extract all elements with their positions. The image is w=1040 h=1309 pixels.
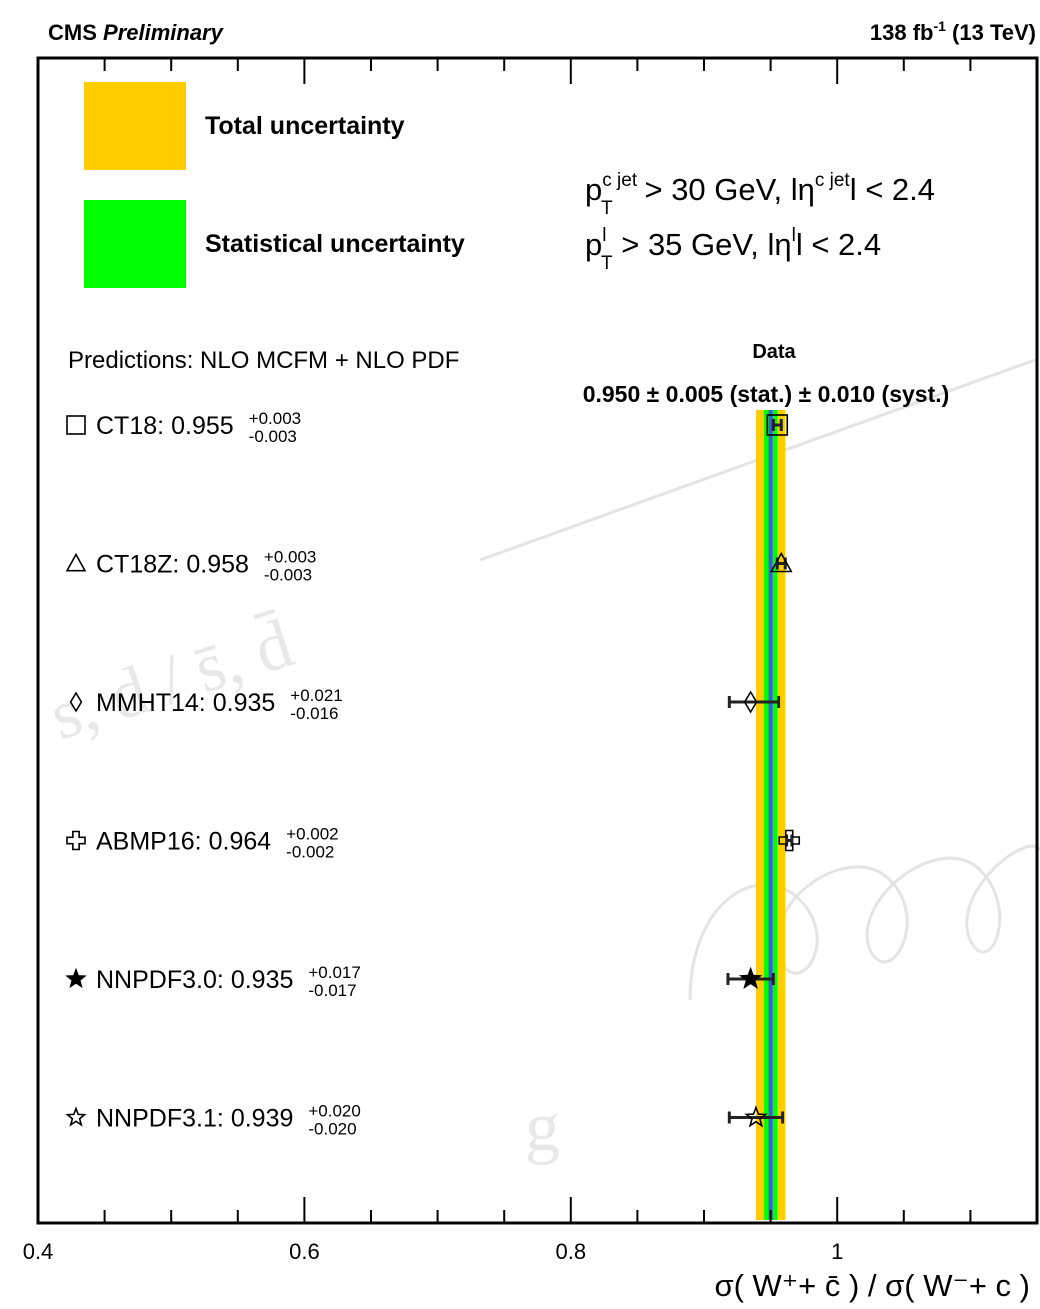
prediction-value: 0.935 <box>231 966 294 994</box>
marker <box>67 970 84 986</box>
x-tick-label: 1 <box>831 1239 843 1264</box>
error-bar <box>787 835 792 847</box>
err-plus-label: +0.002 <box>286 825 338 844</box>
prediction-name: NNPDF3.0: <box>96 966 224 994</box>
marker <box>67 832 85 850</box>
prediction-label: CT18Z:0.958 <box>96 551 249 579</box>
prediction-label: ABMP16:0.964 <box>96 828 271 856</box>
cut-end: l < 2.4 <box>796 227 881 262</box>
err-plus-label: +0.021 <box>290 686 342 705</box>
cut-sub: T <box>601 253 613 274</box>
legend-swatch <box>84 82 186 170</box>
err-plus-label: +0.003 <box>249 409 301 428</box>
prediction-value: 0.939 <box>231 1105 294 1133</box>
err-minus-label: -0.016 <box>290 704 338 723</box>
marker <box>67 1109 84 1125</box>
cut-mid: > 30 GeV, lη <box>636 172 815 207</box>
prediction-name: ABMP16: <box>96 828 202 856</box>
prediction-name: CT18: <box>96 412 164 440</box>
err-minus-label: -0.003 <box>249 427 297 446</box>
err-plus-label: +0.017 <box>308 963 360 982</box>
marker <box>67 416 85 434</box>
prediction-name: CT18Z: <box>96 551 179 579</box>
watermark-text: s, d / s̄, d̄ <box>41 605 302 755</box>
cut-base: p <box>585 172 602 207</box>
cut-sup2: c jet <box>815 170 851 191</box>
cut-sup: l <box>602 225 606 246</box>
header-left: CMS Preliminary <box>48 20 225 45</box>
lumi-exp: -1 <box>933 18 946 34</box>
cut-sup: c jet <box>602 170 638 191</box>
prediction-label: NNPDF3.1:0.939 <box>96 1105 293 1133</box>
experiment: CMS <box>48 20 97 45</box>
err-minus-label: -0.020 <box>308 1120 356 1139</box>
prediction-value: 0.964 <box>209 828 272 856</box>
err-minus-label: -0.002 <box>286 843 334 862</box>
lumi: 138 fb <box>870 20 934 45</box>
prediction-name: MMHT14: <box>96 689 206 717</box>
cut-base: p <box>585 227 602 262</box>
predictions-title: Predictions: NLO MCFM + NLO PDF <box>68 347 459 374</box>
prediction-value: 0.935 <box>213 689 276 717</box>
cut-end: l < 2.4 <box>850 172 935 207</box>
x-axis-title: σ( W⁺+ c̄ ) / σ( W⁻+ c ) <box>714 1268 1030 1303</box>
energy: (13 TeV) <box>946 20 1036 45</box>
watermark-text: g <box>525 1089 560 1166</box>
data-title: Data <box>752 341 796 363</box>
err-minus-label: -0.003 <box>264 566 312 585</box>
data-label: 0.950 ± 0.005 (stat.) ± 0.010 (syst.) <box>583 381 950 407</box>
x-tick-label: 0.4 <box>23 1239 54 1264</box>
prediction-label: CT18:0.955 <box>96 412 234 440</box>
marker <box>67 555 85 571</box>
status: Preliminary <box>103 20 225 45</box>
err-plus-label: +0.003 <box>264 548 316 567</box>
cut-text: pc jetT > 30 GeV, lηc jetl < 2.4 <box>585 170 935 219</box>
prediction-value: 0.955 <box>171 412 234 440</box>
err-plus-label: +0.020 <box>308 1102 360 1121</box>
legend-label: Statistical uncertainty <box>205 230 465 258</box>
legend-label: Total uncertainty <box>205 112 405 140</box>
cut-text: plT > 35 GeV, lηll < 2.4 <box>585 225 881 274</box>
prediction-label: NNPDF3.0:0.935 <box>96 966 293 994</box>
legend-swatch <box>84 200 186 288</box>
prediction-label: MMHT14:0.935 <box>96 689 275 717</box>
cut-sub: T <box>601 198 613 219</box>
x-tick-label: 0.8 <box>556 1239 587 1264</box>
prediction-name: NNPDF3.1: <box>96 1105 224 1133</box>
prediction-value: 0.958 <box>186 551 249 579</box>
err-minus-label: -0.017 <box>308 981 356 1000</box>
x-tick-label: 0.6 <box>289 1239 320 1264</box>
cut-mid: > 35 GeV, lη <box>613 227 792 262</box>
header-right: 138 fb-1 (13 TeV) <box>870 18 1036 45</box>
